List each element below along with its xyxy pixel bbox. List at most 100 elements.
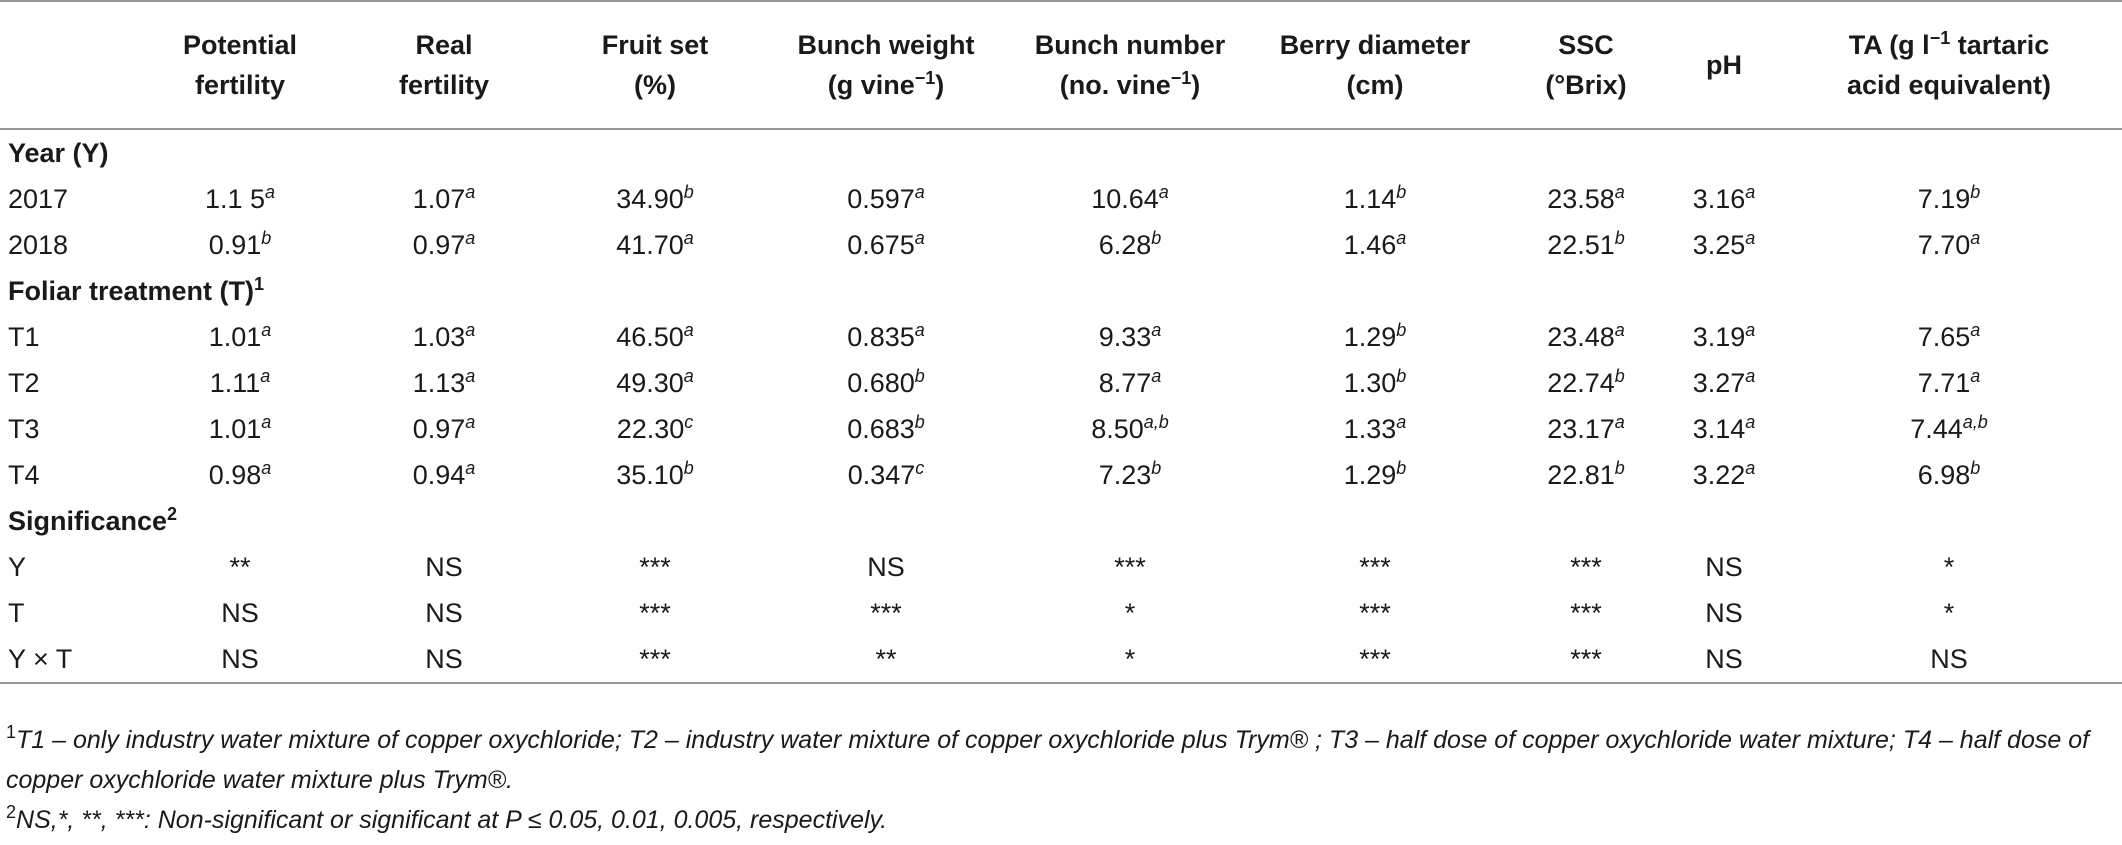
cell-value: 3.25 [1692, 229, 1746, 260]
column-header-line1: TA (g l−1 tartaric [1776, 25, 2122, 65]
significance-letter: b [1396, 457, 1407, 478]
significance-letter: b [1970, 181, 1981, 202]
cell-value: 3.22 [1692, 459, 1746, 490]
table-cell: NS [1672, 636, 1776, 684]
cell-value: 23.58 [1547, 183, 1615, 214]
table-cell: 0.97a [340, 406, 548, 452]
table-row: T1 1.01a 1.03a 46.50a 0.835a 9.33a 1.29b 23.48a… [0, 314, 2122, 360]
table-cell: 8.50a,b [1010, 406, 1250, 452]
cell-value: 0.347 [847, 459, 916, 490]
table-cell: *** [1250, 636, 1500, 684]
cell-value: NS [1705, 643, 1743, 674]
table-cell: NS [340, 636, 548, 684]
significance-letter: a [1745, 411, 1756, 432]
significance-letter: b [1151, 227, 1162, 248]
table-cell: 7.23b [1010, 452, 1250, 498]
header-text: (cm) [1346, 70, 1404, 100]
table-cell: 1.29b [1250, 314, 1500, 360]
table-cell: NS [762, 544, 1010, 590]
table-cell: 1.01a [140, 314, 340, 360]
section-header-row: Foliar treatment (T)1 [0, 268, 2122, 314]
cell-value: 22.81 [1547, 459, 1615, 490]
column-header [0, 0, 140, 130]
table-cell: 1.13a [340, 360, 548, 406]
significance-letter: b [261, 227, 272, 248]
cell-value: * [1124, 597, 1136, 628]
table-cell: *** [548, 544, 762, 590]
significance-letter: a [1745, 227, 1756, 248]
cell-value: NS [1930, 643, 1968, 674]
table-cell: 0.683b [762, 406, 1010, 452]
header-text: Potential [182, 30, 297, 60]
column-header: Fruit set (%) [548, 0, 762, 130]
column-header-line1: Bunch weight [762, 25, 1010, 65]
significance-letter: a [465, 457, 476, 478]
cell-value: 7.19 [1917, 183, 1971, 214]
cell-value: 3.19 [1692, 321, 1746, 352]
section-title-text: Significance [8, 505, 168, 536]
cell-value: 0.91 [208, 229, 262, 260]
table-cell: 0.680b [762, 360, 1010, 406]
table-cell: 7.70a [1776, 222, 2122, 268]
column-header: Potential fertility [140, 0, 340, 130]
table-cell: 22.51b [1500, 222, 1672, 268]
column-header-line2: (cm) [1250, 65, 1500, 105]
cell-value: 35.10 [616, 459, 684, 490]
cell-value: 0.97 [412, 229, 466, 260]
header-text: fertility [194, 70, 286, 100]
section-header-row: Significance2 [0, 498, 2122, 544]
significance-letter: a [465, 181, 476, 202]
significance-letter: b [683, 181, 694, 202]
cell-value: 34.90 [616, 183, 684, 214]
row-label: Y [8, 551, 27, 582]
header-text: fertility [398, 70, 490, 100]
table-cell: 22.81b [1500, 452, 1672, 498]
column-header: SSC (°Brix) [1500, 0, 1672, 130]
cell-value: 0.597 [847, 183, 915, 214]
header-text: ) [935, 70, 945, 100]
cell-value: ** [229, 551, 251, 582]
table-cell: 41.70a [548, 222, 762, 268]
table-row: T3 1.01a 0.97a 22.30c 0.683b 8.50a,b 1.33a 23.1… [0, 406, 2122, 452]
row-label: T [8, 597, 25, 628]
column-header-line1: Real [340, 25, 548, 65]
cell-value: 9.33 [1098, 321, 1152, 352]
cell-value: 8.77 [1098, 367, 1152, 398]
cell-value: 3.14 [1692, 413, 1746, 444]
table-cell: NS [1776, 636, 2122, 684]
cell-value: 3.16 [1692, 183, 1746, 214]
table-cell: 7.71a [1776, 360, 2122, 406]
header-text: ) [1191, 70, 1201, 100]
table-cell: *** [762, 590, 1010, 636]
significance-letter: a [914, 227, 925, 248]
significance-letter: a [683, 227, 694, 248]
cell-value: 1.01 [208, 321, 262, 352]
cell-value: NS [1705, 551, 1743, 582]
header-text: (%) [634, 70, 676, 100]
table-cell: ** [140, 544, 340, 590]
table-footnotes: 1T1 – only industry water mixture of cop… [6, 720, 2106, 840]
cell-value: *** [1570, 643, 1602, 674]
table-cell: 1.11a [140, 360, 340, 406]
cell-value: *** [1570, 551, 1602, 582]
table-cell: 1.03a [340, 314, 548, 360]
cell-value: 6.28 [1098, 229, 1152, 260]
column-header-line1: Berry diameter [1250, 25, 1500, 65]
column-header-line2: fertility [340, 65, 548, 105]
column-header: TA (g l−1 tartaric acid equivalent) [1776, 0, 2122, 130]
cell-value: 1.03 [412, 321, 466, 352]
table-row: T NS NS *** *** * *** *** NS * [0, 590, 2122, 636]
table-cell: 1.33a [1250, 406, 1500, 452]
table-cell: 46.50a [548, 314, 762, 360]
table-cell: *** [1010, 544, 1250, 590]
results-table: Potential fertility Real fertility Fruit set… [0, 0, 2122, 684]
column-header: Real fertility [340, 0, 548, 130]
header-text: Fruit set [601, 30, 709, 60]
significance-letter: a [1151, 319, 1162, 340]
header-superscript: −1 [914, 68, 936, 88]
table-cell: 3.25a [1672, 222, 1776, 268]
table-row: Y ** NS *** NS *** *** *** NS * [0, 544, 2122, 590]
significance-letter: b [1970, 457, 1981, 478]
table-cell: 23.17a [1500, 406, 1672, 452]
significance-letter: a [1151, 365, 1162, 386]
